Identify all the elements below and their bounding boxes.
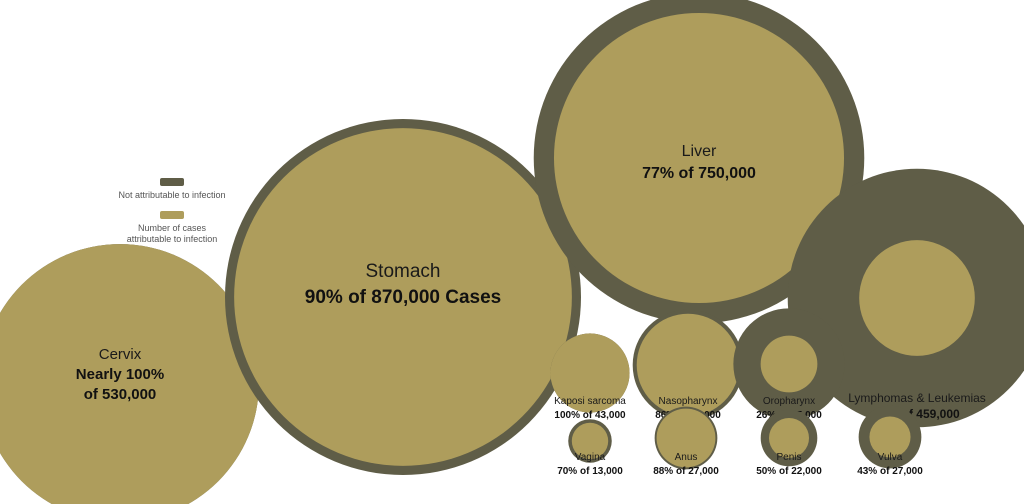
bubble-vulva-name: Vulva xyxy=(878,452,903,463)
bubble-liver-label-line1: 77% of 750,000 xyxy=(642,165,756,182)
bubble-nasopharynx-attributable xyxy=(636,313,740,417)
bubble-anus: Anus 88% of 27,000 xyxy=(653,406,719,477)
bubble-penis-name: Penis xyxy=(776,452,801,463)
bubble-anus-name: Anus xyxy=(675,452,698,463)
legend-swatch-attributable xyxy=(160,211,184,219)
bubble-lymphomas-name: Lymphomas & Leukemias xyxy=(848,391,986,405)
bubble-penis-attributable xyxy=(768,417,810,459)
bubble-lymphomas-attributable xyxy=(859,240,975,356)
bubble-liver-name: Liver xyxy=(682,143,717,160)
bubble-cervix-label-line2: of 530,000 xyxy=(84,386,157,403)
bubble-vagina-label-line1: 70% of 13,000 xyxy=(557,466,623,477)
bubble-stomach: Stomach 90% of 870,000 Cases xyxy=(225,119,581,475)
bubble-kaposi-attributable xyxy=(550,333,630,413)
bubble-cervix: Cervix Nearly 100% of 530,000 xyxy=(0,244,259,504)
legend-swatch-not-attributable xyxy=(160,178,184,186)
bubble-nasopharynx: Nasopharynx86% of 84,000 xyxy=(632,309,744,421)
bubble-vulva-attributable xyxy=(869,416,911,458)
bubble-stomach-label-line1: 90% of 870,000 Cases xyxy=(305,287,501,308)
legend: Not attributable to infection Number of … xyxy=(118,178,226,244)
bubble-oropharynx-attributable xyxy=(760,335,818,393)
legend-label-attributable-line1: Number of cases xyxy=(138,223,207,233)
bubble-vagina-name: Vagina xyxy=(575,452,606,463)
bubble-penis: Penis 50% of 22,000 xyxy=(756,409,822,477)
bubble-cervix-label-line1: Nearly 100% xyxy=(76,366,164,383)
bubble-vagina: Vagina 70% of 13,000 xyxy=(557,419,623,477)
bubble-oropharynx-name: Oropharynx xyxy=(763,396,815,407)
legend-label-attributable-line2: attributable to infection xyxy=(127,234,218,244)
bubble-kaposi-name: Kaposi sarcoma xyxy=(554,396,626,407)
bubble-vulva-label-line1: 43% of 27,000 xyxy=(857,466,923,477)
bubble-anus-label-line1: 88% of 27,000 xyxy=(653,466,719,477)
bubble-penis-label-line1: 50% of 22,000 xyxy=(756,466,822,477)
bubble-kaposi: Kaposi sarcoma 100% of 43,000 xyxy=(550,333,630,421)
bubble-stomach-name: Stomach xyxy=(366,261,441,282)
bubble-stomach-attributable xyxy=(234,128,572,466)
bubble-vulva: Vulva 43% of 27,000 xyxy=(857,405,923,477)
bubble-kaposi-label-line1: 100% of 43,000 xyxy=(554,410,626,421)
bubble-liver: Liver 77% of 750,000 xyxy=(533,0,865,324)
bubble-cervix-attributable xyxy=(0,244,259,504)
bubble-anus-attributable xyxy=(656,408,716,468)
bubble-liver-attributable xyxy=(553,12,845,304)
bubble-nasopharynx-name: Nasopharynx xyxy=(659,396,718,407)
legend-label-not-attributable: Not attributable to infection xyxy=(118,190,225,200)
bubble-cervix-name: Cervix xyxy=(99,346,142,363)
bubble-vagina-attributable xyxy=(571,422,609,460)
